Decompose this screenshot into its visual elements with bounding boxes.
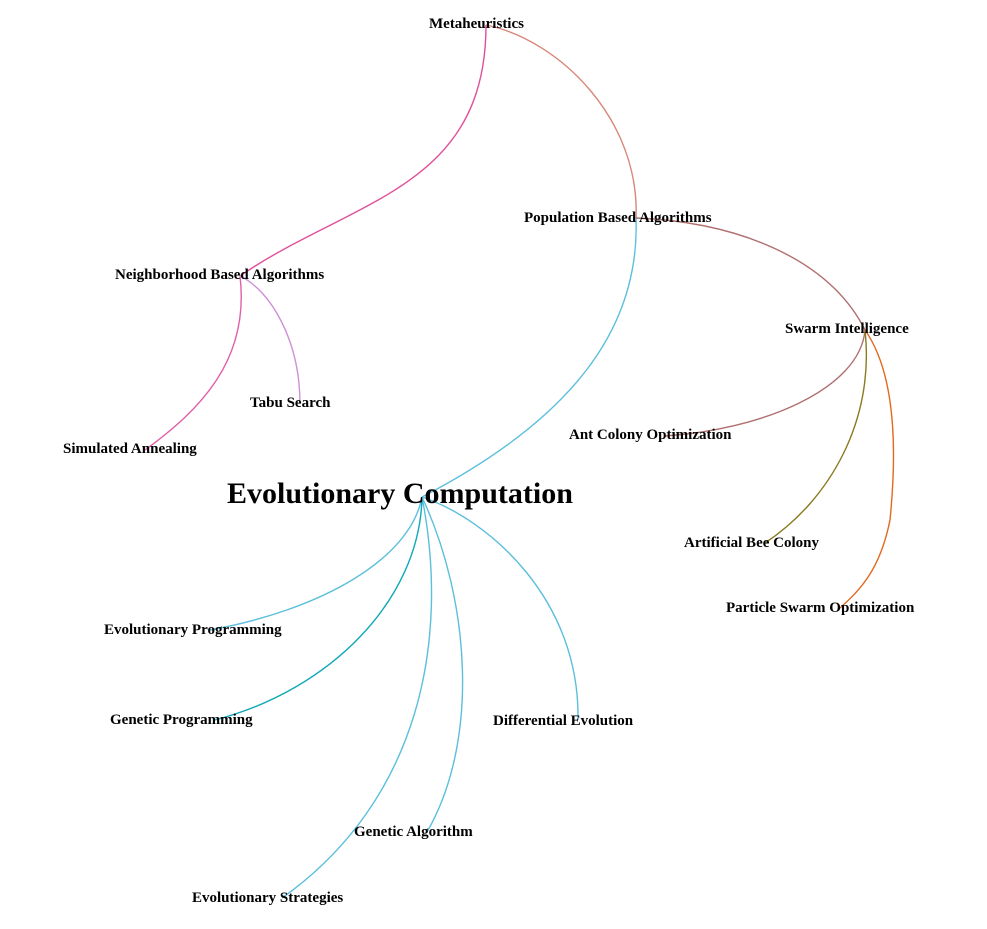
node-metaheuristics: Metaheuristics (429, 16, 524, 32)
node-ant-colony-optimization: Ant Colony Optimization (569, 427, 732, 443)
edge-population-evocomp (421, 217, 637, 498)
node-artificial-bee-colony: Artificial Bee Colony (684, 535, 819, 551)
node-tabu-search: Tabu Search (250, 395, 331, 411)
edge-swarm-pso (839, 329, 895, 609)
node-simulated-annealing: Simulated Annealing (63, 441, 197, 457)
edge-swarm-aco (664, 329, 866, 437)
edge-swarm-abc (764, 329, 868, 544)
node-swarm-intelligence: Swarm Intelligence (785, 321, 909, 337)
node-neighborhood-based-algorithms: Neighborhood Based Algorithms (115, 267, 325, 283)
edge-neighborhood-annealing (144, 275, 242, 451)
edge-evocomp-evostrat (281, 496, 433, 899)
edge-metaheuristics-population (485, 24, 637, 219)
node-population-based-algorithms: Population Based Algorithms (524, 210, 712, 226)
node-genetic-programming: Genetic Programming (110, 712, 253, 728)
edge-evocomp-genprog (214, 496, 423, 721)
edge-metaheuristics-neighborhood (239, 24, 487, 277)
node-genetic-algorithm: Genetic Algorithm (354, 824, 473, 840)
edge-evocomp-evoprog (209, 496, 423, 631)
node-evolutionary-strategies: Evolutionary Strategies (192, 890, 344, 906)
node-particle-swarm-optimization: Particle Swarm Optimization (726, 600, 915, 616)
edge-evocomp-diffevo (421, 496, 579, 721)
node-differential-evolution: Differential Evolution (493, 713, 634, 729)
node-evolutionary-computation: Evolutionary Computation (227, 477, 573, 510)
edge-population-swarm (635, 217, 866, 331)
edge-evocomp-genalg (421, 496, 464, 833)
node-evolutionary-programming: Evolutionary Programming (104, 622, 282, 638)
edge-neighborhood-tabu (239, 275, 301, 405)
